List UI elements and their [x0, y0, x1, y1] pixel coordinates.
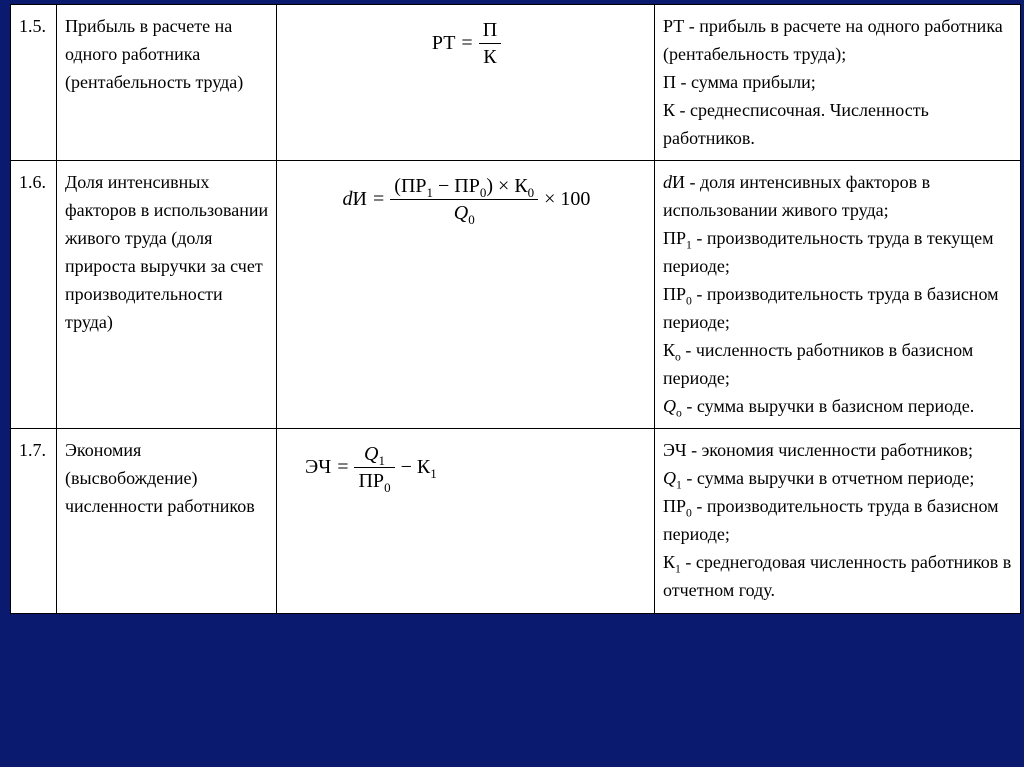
formula-lhs: ЭЧ: [305, 452, 331, 483]
desc-line: К - среднесписочная. Численность работни…: [663, 100, 929, 148]
formula-lhs: РТ: [432, 28, 456, 59]
fraction-bar: [479, 43, 501, 44]
row-number: 1.5.: [11, 5, 57, 161]
fraction-bar: [354, 467, 394, 468]
table-row: 1.7. Экономия (высвобождение) численност…: [11, 429, 1021, 613]
formula-tail: × 100: [544, 184, 590, 215]
formula-tail: − К1: [401, 452, 437, 483]
formula-eq: =: [337, 452, 348, 483]
row-name: Экономия (высвобождение) численности раб…: [57, 429, 277, 613]
formula-fraction: П К: [479, 19, 501, 68]
formula-table: 1.5. Прибыль в расчете на одного работни…: [10, 4, 1021, 614]
desc-line: П - сумма прибыли;: [663, 72, 816, 92]
fraction-top: П: [479, 19, 501, 41]
fraction-top: Q1: [360, 443, 389, 465]
row-description: ЭЧ - экономия численности работников;Q1 …: [655, 429, 1021, 613]
fraction-bot: ПР0: [354, 470, 394, 492]
row-formula: ЭЧ = Q1 ПР0 − К1: [277, 429, 655, 613]
row-name: Доля интенсивных факторов в использовани…: [57, 161, 277, 429]
fraction-bot: Q0: [450, 202, 479, 224]
table-row: 1.5. Прибыль в расчете на одного работни…: [11, 5, 1021, 161]
formula-fraction: Q1 ПР0: [354, 443, 394, 492]
row-name: Прибыль в расчете на одного работника (р…: [57, 5, 277, 161]
formula-eq: =: [461, 28, 472, 59]
table-row: 1.6. Доля интенсивных факторов в использ…: [11, 161, 1021, 429]
row-description: dИ - доля интенсивных факторов в использ…: [655, 161, 1021, 429]
row-number: 1.6.: [11, 161, 57, 429]
row-number: 1.7.: [11, 429, 57, 613]
row-formula: РТ = П К: [277, 5, 655, 161]
formula-fraction: (ПР1 − ПР0) × К0 Q0: [390, 175, 538, 224]
row-formula: dИ = (ПР1 − ПР0) × К0 Q0 × 100: [277, 161, 655, 429]
fraction-top: (ПР1 − ПР0) × К0: [390, 175, 538, 197]
row-description: РТ - прибыль в расчете на одного работни…: [655, 5, 1021, 161]
desc-line: РТ - прибыль в расчете на одного работни…: [663, 16, 1003, 64]
formula-eq: =: [373, 184, 384, 215]
formula-lhs: dИ: [343, 184, 367, 215]
fraction-bot: К: [479, 46, 500, 68]
fraction-bar: [390, 199, 538, 200]
